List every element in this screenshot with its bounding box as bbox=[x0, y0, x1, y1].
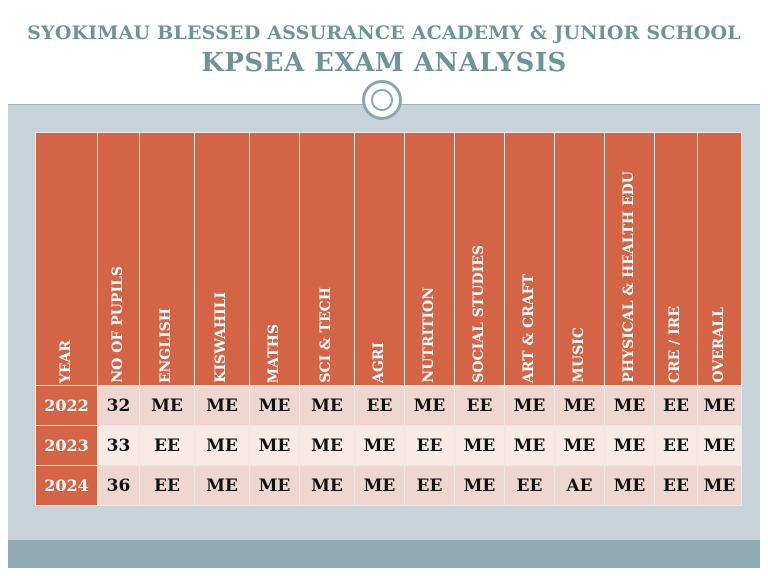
slide-header: SYOKIMAU BLESSED ASSURANCE ACADEMY & JUN… bbox=[8, 8, 760, 105]
grade-cell: EE bbox=[654, 425, 698, 466]
grade-cell: ME bbox=[504, 425, 555, 466]
grade-cell: ME bbox=[554, 425, 605, 466]
grade-cell: ME bbox=[554, 385, 605, 426]
circle-ornament-icon bbox=[362, 80, 402, 120]
column-header-social-studies: SOCIAL STUDIES bbox=[454, 132, 505, 386]
footer-bar bbox=[8, 540, 760, 568]
table-header-row: YEAR NO OF PUPILS ENGLISH KISWAHILI MATH… bbox=[35, 132, 742, 386]
grade-cell: EE bbox=[354, 385, 405, 426]
grade-cell: ME bbox=[299, 425, 355, 466]
grade-cell: ME bbox=[604, 425, 655, 466]
table-row: 2022 32 ME ME ME ME EE ME EE ME ME ME EE… bbox=[35, 385, 742, 426]
grade-cell: ME bbox=[299, 465, 355, 506]
grade-cell: ME bbox=[697, 425, 742, 466]
grade-cell: EE bbox=[404, 465, 455, 506]
year-cell: 2022 bbox=[35, 385, 98, 426]
column-header-sci-tech: SCI & TECH bbox=[299, 132, 355, 386]
grade-cell: ME bbox=[697, 385, 742, 426]
grade-cell: ME bbox=[194, 425, 250, 466]
grade-cell: EE bbox=[139, 425, 195, 466]
grade-cell: ME bbox=[139, 385, 195, 426]
grade-cell: ME bbox=[354, 425, 405, 466]
column-header-pupils: NO OF PUPILS bbox=[97, 132, 140, 386]
column-header-kiswahili: KISWAHILI bbox=[194, 132, 250, 386]
table-row: 2024 36 EE ME ME ME ME EE ME EE AE ME EE… bbox=[35, 465, 742, 506]
pupils-cell: 36 bbox=[97, 465, 140, 506]
grade-cell: EE bbox=[404, 425, 455, 466]
grade-cell: ME bbox=[194, 465, 250, 506]
column-header-maths: MATHS bbox=[249, 132, 300, 386]
year-cell: 2024 bbox=[35, 465, 98, 506]
column-header-phe: PHYSICAL & HEALTH EDU bbox=[604, 132, 655, 386]
grade-cell: EE bbox=[654, 385, 698, 426]
grade-cell: ME bbox=[504, 385, 555, 426]
column-header-art-craft: ART & CRAFT bbox=[504, 132, 555, 386]
column-header-agri: AGRI bbox=[354, 132, 405, 386]
grade-cell: ME bbox=[404, 385, 455, 426]
column-header-music: MUSIC bbox=[554, 132, 605, 386]
column-header-year: YEAR bbox=[35, 132, 98, 386]
column-header-cre-ire: CRE / IRE bbox=[654, 132, 698, 386]
grade-cell: ME bbox=[454, 425, 505, 466]
grade-cell: ME bbox=[354, 465, 405, 506]
column-header-nutrition: NUTRITION bbox=[404, 132, 455, 386]
grade-cell: EE bbox=[454, 385, 505, 426]
pupils-cell: 32 bbox=[97, 385, 140, 426]
grade-cell: ME bbox=[249, 465, 300, 506]
page-title: KPSEA EXAM ANALYSIS bbox=[201, 48, 567, 78]
grade-cell: ME bbox=[249, 385, 300, 426]
table-row: 2023 33 EE ME ME ME ME EE ME ME ME ME EE… bbox=[35, 425, 742, 466]
school-name: SYOKIMAU BLESSED ASSURANCE ACADEMY & JUN… bbox=[27, 22, 741, 44]
grade-cell: ME bbox=[249, 425, 300, 466]
grade-cell: ME bbox=[299, 385, 355, 426]
grade-cell: ME bbox=[194, 385, 250, 426]
column-header-overall: OVERALL bbox=[697, 132, 742, 386]
grade-cell: AE bbox=[554, 465, 605, 506]
grade-cell: ME bbox=[697, 465, 742, 506]
divider-left bbox=[20, 104, 360, 105]
grade-cell: ME bbox=[454, 465, 505, 506]
grade-cell: ME bbox=[604, 385, 655, 426]
grade-cell: EE bbox=[654, 465, 698, 506]
grade-cell: EE bbox=[504, 465, 555, 506]
analysis-table: YEAR NO OF PUPILS ENGLISH KISWAHILI MATH… bbox=[35, 132, 742, 506]
column-header-english: ENGLISH bbox=[139, 132, 195, 386]
grade-cell: ME bbox=[604, 465, 655, 506]
pupils-cell: 33 bbox=[97, 425, 140, 466]
year-cell: 2023 bbox=[35, 425, 98, 466]
grade-cell: EE bbox=[139, 465, 195, 506]
divider-right bbox=[406, 104, 750, 105]
